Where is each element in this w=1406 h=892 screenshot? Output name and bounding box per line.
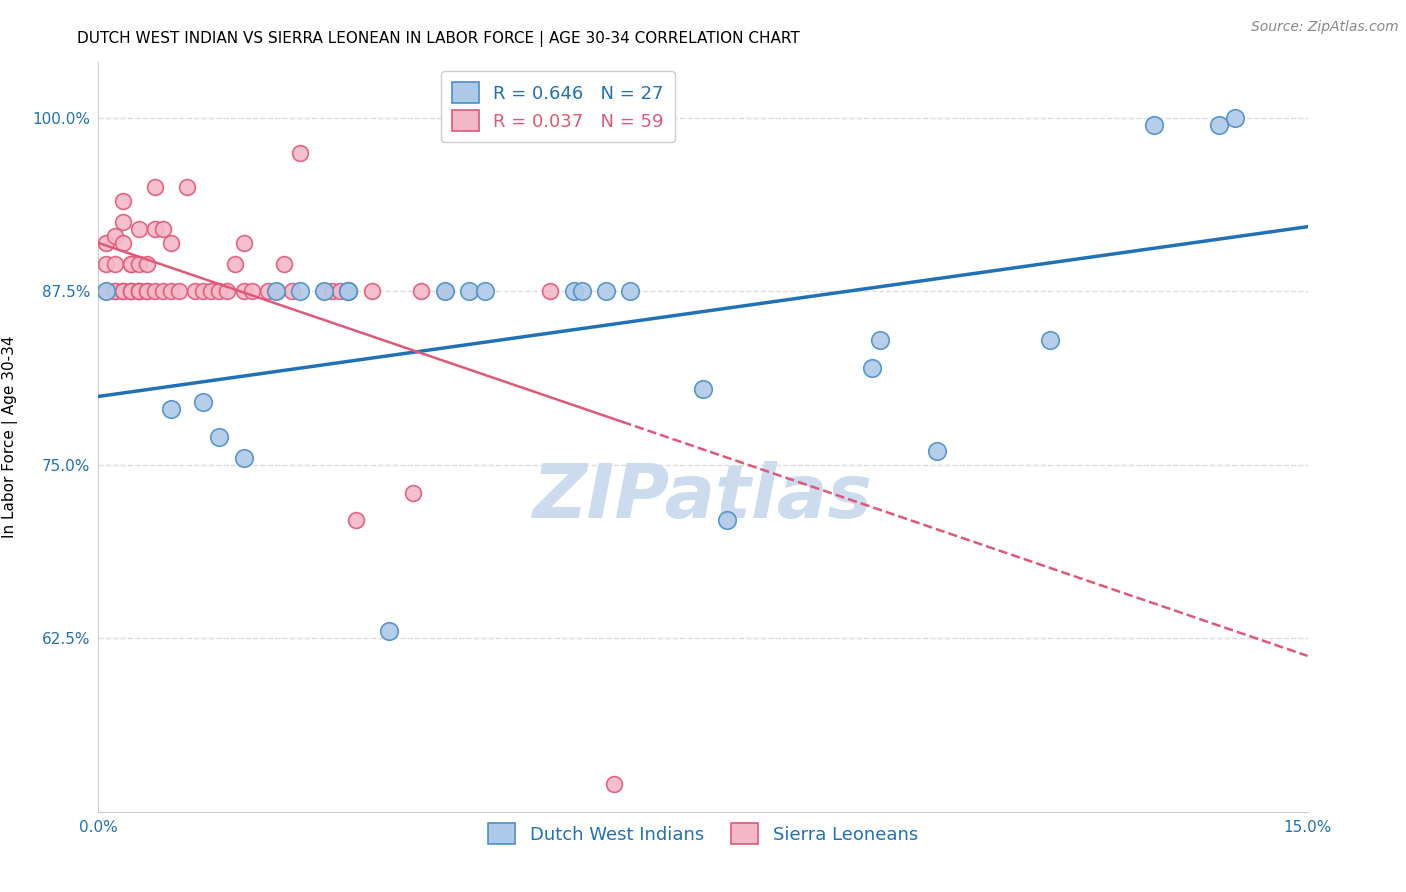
Point	[314, 285, 336, 299]
Point	[240, 285, 263, 299]
Point	[409, 285, 432, 299]
Point	[103, 285, 125, 299]
Point	[281, 285, 304, 299]
Point	[193, 395, 215, 409]
Point	[458, 285, 481, 299]
Point	[361, 285, 384, 299]
Point	[111, 215, 134, 229]
Point	[571, 285, 593, 299]
Point	[111, 285, 134, 299]
Point	[434, 285, 457, 299]
Point	[465, 118, 488, 132]
Point	[377, 624, 399, 639]
Point	[256, 285, 278, 299]
Point	[603, 777, 626, 791]
Point	[692, 382, 714, 396]
Point	[176, 180, 198, 194]
Point	[120, 285, 142, 299]
Point	[193, 285, 215, 299]
Point	[337, 285, 360, 299]
Point	[143, 222, 166, 236]
Point	[128, 285, 150, 299]
Point	[135, 257, 157, 271]
Point	[96, 285, 118, 299]
Point	[337, 285, 360, 299]
Point	[288, 285, 311, 299]
Point	[434, 285, 457, 299]
Text: ZIPatlas: ZIPatlas	[533, 460, 873, 533]
Point	[869, 333, 891, 347]
Point	[128, 285, 150, 299]
Point	[120, 257, 142, 271]
Point	[288, 145, 311, 160]
Point	[96, 257, 118, 271]
Point	[538, 285, 561, 299]
Legend: Dutch West Indians, Sierra Leoneans: Dutch West Indians, Sierra Leoneans	[481, 816, 925, 851]
Point	[1039, 333, 1062, 347]
Y-axis label: In Labor Force | Age 30-34: In Labor Force | Age 30-34	[3, 335, 18, 539]
Point	[208, 430, 231, 444]
Point	[152, 222, 174, 236]
Point	[184, 285, 207, 299]
Point	[232, 285, 254, 299]
Point	[152, 285, 174, 299]
Point	[1143, 118, 1166, 132]
Point	[128, 222, 150, 236]
Point	[128, 257, 150, 271]
Text: Source: ZipAtlas.com: Source: ZipAtlas.com	[1251, 20, 1399, 34]
Point	[111, 235, 134, 250]
Point	[217, 285, 239, 299]
Point	[120, 257, 142, 271]
Point	[321, 285, 343, 299]
Point	[96, 235, 118, 250]
Point	[344, 513, 367, 527]
Point	[120, 285, 142, 299]
Point	[1208, 118, 1230, 132]
Point	[160, 402, 183, 417]
Text: DUTCH WEST INDIAN VS SIERRA LEONEAN IN LABOR FORCE | AGE 30-34 CORRELATION CHART: DUTCH WEST INDIAN VS SIERRA LEONEAN IN L…	[77, 31, 800, 47]
Point	[135, 285, 157, 299]
Point	[925, 444, 948, 458]
Point	[143, 285, 166, 299]
Point	[160, 235, 183, 250]
Point	[329, 285, 352, 299]
Point	[135, 285, 157, 299]
Point	[474, 285, 496, 299]
Point	[128, 285, 150, 299]
Point	[562, 285, 585, 299]
Point	[160, 285, 183, 299]
Point	[111, 194, 134, 209]
Point	[273, 257, 295, 271]
Point	[264, 285, 287, 299]
Point	[103, 285, 125, 299]
Point	[111, 285, 134, 299]
Point	[143, 180, 166, 194]
Point	[314, 285, 336, 299]
Point	[103, 257, 125, 271]
Point	[167, 285, 190, 299]
Point	[103, 228, 125, 243]
Point	[96, 285, 118, 299]
Point	[402, 485, 425, 500]
Point	[337, 285, 360, 299]
Point	[1223, 111, 1246, 125]
Point	[860, 360, 883, 375]
Point	[232, 450, 254, 465]
Point	[224, 257, 246, 271]
Point	[200, 285, 222, 299]
Point	[264, 285, 287, 299]
Point	[208, 285, 231, 299]
Point	[716, 513, 738, 527]
Point	[232, 235, 254, 250]
Point	[619, 285, 641, 299]
Point	[595, 285, 617, 299]
